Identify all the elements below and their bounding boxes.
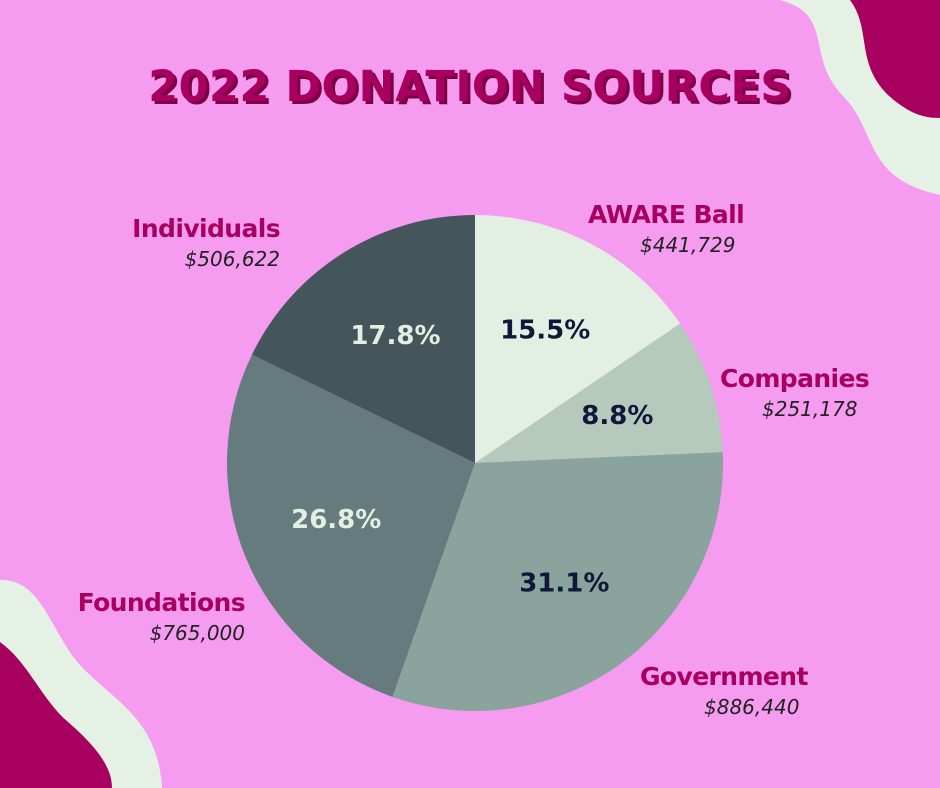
amount-aware-ball: $441,729 (640, 233, 736, 257)
pie-slice-companies (475, 323, 723, 463)
data-label-government: 31.1% (519, 569, 609, 599)
data-label-foundations: 26.8% (291, 505, 381, 535)
data-label-companies: 8.8% (581, 401, 653, 431)
legend-label-aware-ball: AWARE Ball (588, 200, 745, 229)
amount-companies: $251,178 (762, 397, 858, 421)
callout-government: Government $886,440 (640, 662, 808, 719)
pie-slice-aware-ball (475, 215, 681, 463)
amount-foundations: $765,000 (149, 621, 245, 645)
amount-individuals: $506,622 (184, 247, 280, 271)
legend-label-individuals: Individuals (132, 214, 280, 243)
callout-companies: Companies $251,178 (720, 364, 870, 421)
pie-slice-government (392, 452, 723, 711)
legend-label-government: Government (640, 662, 808, 691)
pie-slice-foundations (227, 354, 475, 697)
legend-label-foundations: Foundations (77, 588, 246, 617)
callout-aware-ball: AWARE Ball $441,729 (588, 200, 745, 257)
data-label-aware-ball: 15.5% (500, 315, 590, 345)
top-right-wave-dark (850, 0, 940, 118)
pie-slice-individuals (251, 215, 475, 463)
legend-label-companies: Companies (720, 364, 870, 393)
callout-foundations: Foundations $765,000 (77, 588, 246, 645)
data-label-individuals: 17.8% (350, 321, 440, 351)
bottom-left-wave-dark (0, 642, 112, 788)
amount-government: $886,440 (704, 695, 800, 719)
chart-title: 2022 DONATION SOURCES (148, 62, 792, 112)
callout-individuals: Individuals $506,622 (132, 214, 280, 271)
